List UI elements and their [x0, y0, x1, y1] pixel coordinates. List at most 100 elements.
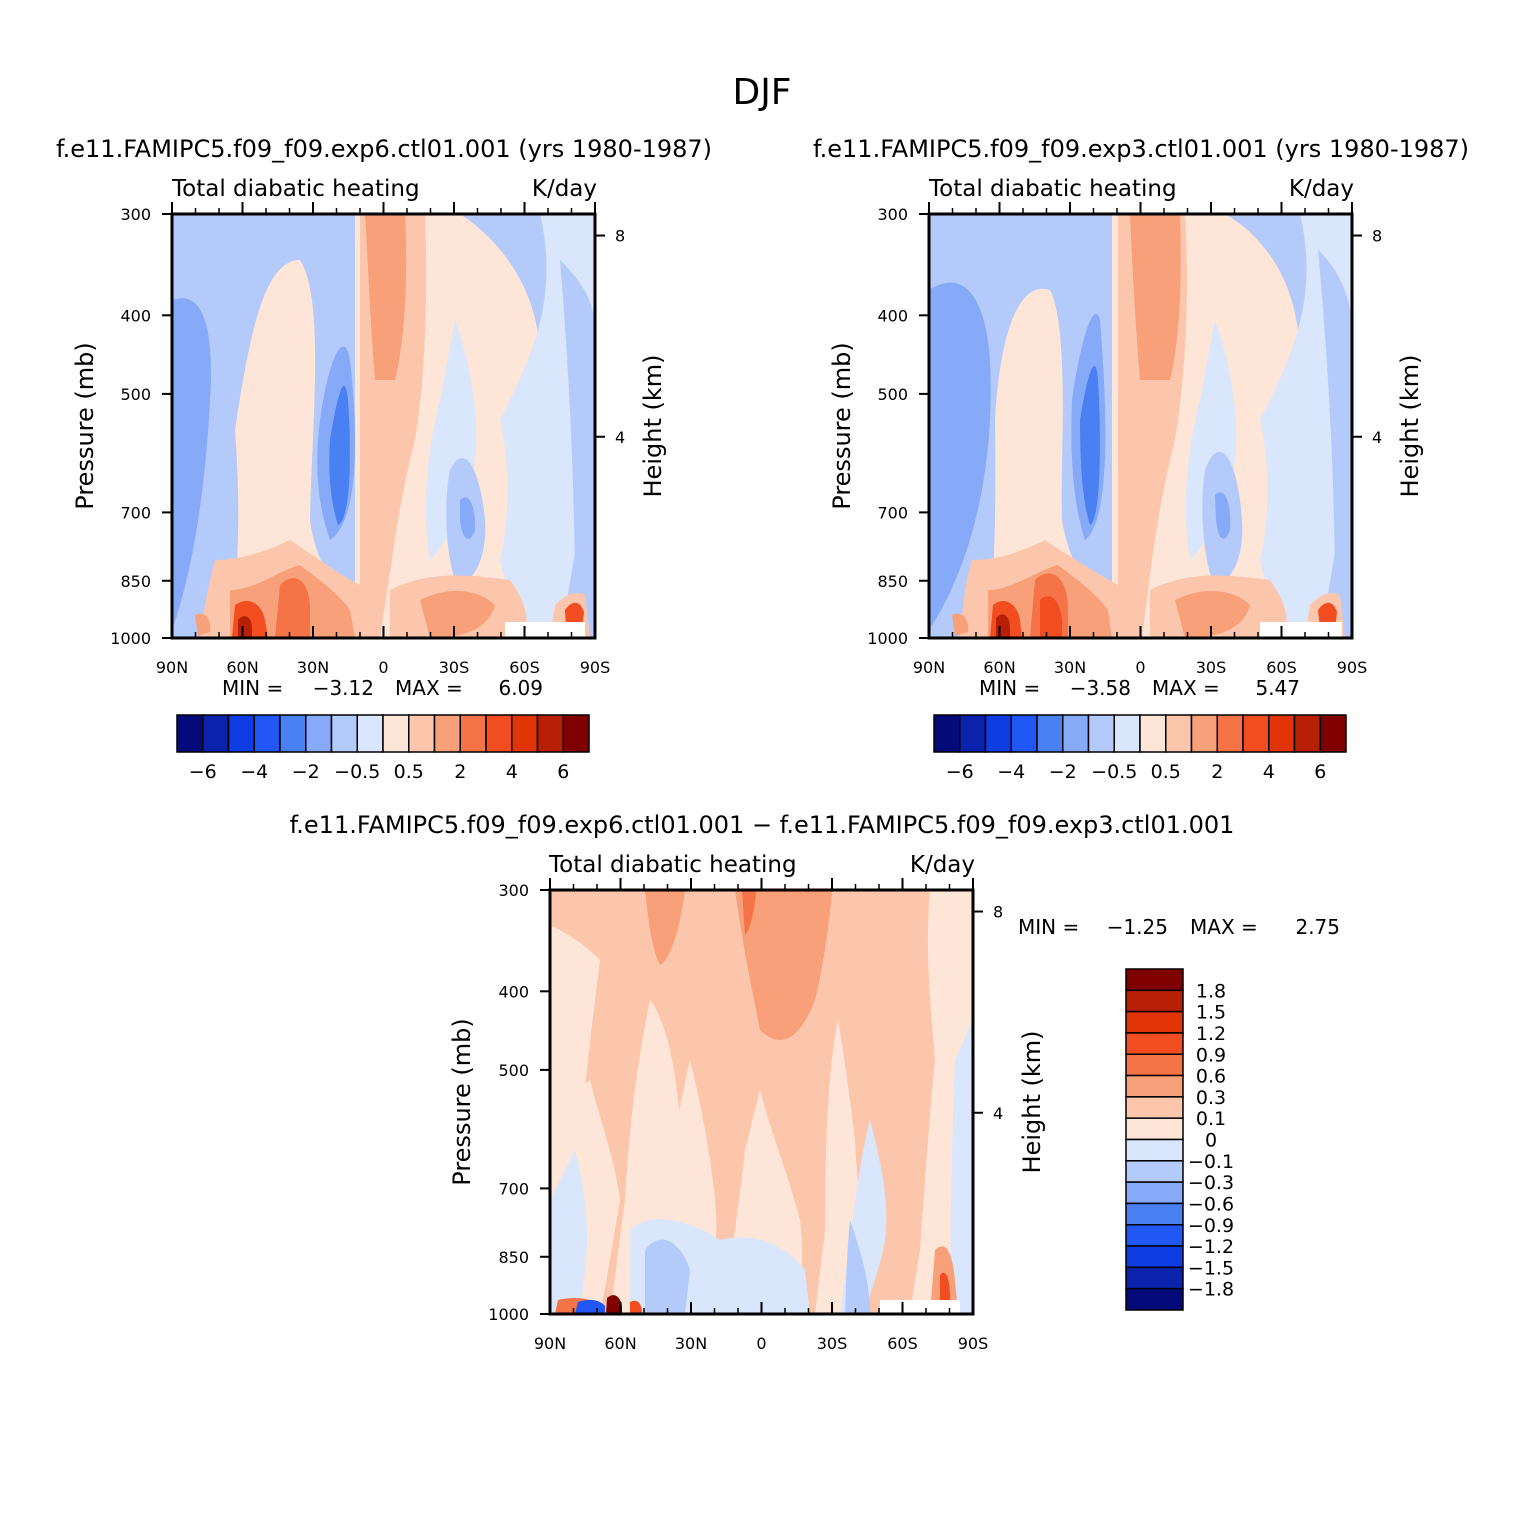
- panel-3: f.e11.FAMIPC5.f09_f09.exp6.ctl01.001 − f…: [290, 811, 1340, 1353]
- panel-3-colorbar-swatch: [1125, 1224, 1184, 1247]
- panel-1-ytick-label: 500: [120, 385, 151, 404]
- panel-3-colorbar-swatch: [1125, 1138, 1184, 1162]
- panel-2-xtick-label: 30N: [1054, 658, 1086, 677]
- panel-3-colorbar-swatch: [1125, 968, 1184, 992]
- panel-1-colorbar-swatch: [279, 714, 307, 753]
- panel-3-ytick-label: 400: [498, 982, 529, 1001]
- panel-2-ylabel: Pressure (mb): [828, 342, 856, 509]
- panel-2-ytick-label: 850: [877, 572, 908, 591]
- panel-3-colorbar-label: −1.2: [1188, 1236, 1234, 1258]
- panel-3-units-label: K/day: [910, 852, 975, 878]
- panel-1-colorbar-label: −2: [292, 761, 320, 783]
- panel-2-colorbar-swatch: [1113, 714, 1141, 753]
- panel-3-colorbar-swatch: [1125, 1074, 1184, 1098]
- panel-3-colorbar-swatch: [1125, 1010, 1184, 1034]
- panel-2-colorbar-label: 0.5: [1151, 761, 1181, 783]
- panel-3-colorbar-swatch: [1125, 989, 1184, 1013]
- panel-1-colorbar-swatch: [562, 714, 590, 753]
- panel-1-colorbar-label: 4: [506, 761, 518, 783]
- panel-3-variable-label: Total diabatic heating: [548, 852, 797, 878]
- panel-2-colorbar-swatch: [1319, 714, 1347, 753]
- panel-3-colorbar-label: −1.8: [1188, 1279, 1234, 1301]
- panel-3-colorbar-label: 0.1: [1196, 1108, 1226, 1130]
- panel-3-colorbar-label: 0: [1205, 1130, 1217, 1152]
- panel-3-colorbar-label: 1.2: [1196, 1023, 1226, 1045]
- panel-1-xtick-label: 0: [378, 658, 388, 677]
- panel-2-run-label: f.e11.FAMIPC5.f09_f09.exp3.ctl01.001 (yr…: [813, 135, 1469, 163]
- panel-1-min-value: −3.12: [313, 676, 374, 700]
- panel-2-xtick-label: 60S: [1266, 658, 1297, 677]
- panel-2-xtick-label: 90N: [913, 658, 945, 677]
- panel-1-xtick-label: 30S: [439, 658, 470, 677]
- panel-3-xtick-label: 90N: [534, 1334, 566, 1353]
- panel-1-xtick-label: 60N: [226, 658, 258, 677]
- panel-3-colorbar-label: −1.5: [1188, 1257, 1234, 1279]
- panel-3-colorbar-label: −0.6: [1188, 1193, 1234, 1215]
- panel-2-ytick-label: 300: [877, 205, 908, 224]
- panel-2-colorbar-swatch: [984, 714, 1012, 753]
- panel-3-xtick-label: 90S: [958, 1334, 989, 1353]
- panel-3-axes: 90N 60N 30N 0 30S 60S 90S 300 400 500 700 850 1000 8 4: [488, 878, 1003, 1353]
- panel-3-field: [550, 890, 973, 1314]
- panel-3-stats: MIN = −1.25 MAX = 2.75: [1018, 915, 1340, 939]
- panel-1-max-label: MAX =: [395, 676, 463, 700]
- panel-1-colorbar-swatch: [253, 714, 281, 753]
- panel-2-colorbar-swatch: [1165, 714, 1193, 753]
- panel-1-colorbar-swatch: [227, 714, 255, 753]
- panel-3-min-value: −1.25: [1107, 915, 1168, 939]
- panel-3-colorbar-swatch: [1125, 1287, 1184, 1311]
- panel-1-colorbar-label: 2: [454, 761, 466, 783]
- panel-2: f.e11.FAMIPC5.f09_f09.exp3.ctl01.001 (yr…: [813, 135, 1469, 783]
- panel-1-colorbar-label: −4: [240, 761, 268, 783]
- panel-2-min-value: −3.58: [1070, 676, 1131, 700]
- panel-2-colorbar-label: 6: [1314, 761, 1326, 783]
- panel-3-ytick-right-label: 8: [993, 903, 1003, 922]
- panel-1-ytick-right-label: 8: [615, 227, 625, 246]
- panel-2-colorbar-swatch: [1010, 714, 1038, 753]
- panel-1-ylabel-right: Height (km): [639, 355, 667, 498]
- panel-1-colorbar-label: −0.5: [334, 761, 380, 783]
- panel-2-ytick-label: 700: [877, 503, 908, 522]
- panel-2-xtick-label: 90S: [1337, 658, 1368, 677]
- panel-3-xtick-label: 30N: [675, 1334, 707, 1353]
- panel-3-xtick-label: 60S: [887, 1334, 918, 1353]
- panel-2-colorbar-swatch: [1087, 714, 1115, 753]
- panel-3-ytick-label: 500: [498, 1061, 529, 1080]
- panel-1-stats: MIN = −3.12 MAX = 6.09: [222, 676, 543, 700]
- panel-1-colorbar-swatch: [202, 714, 230, 753]
- panel-3-colorbar-label: 0.9: [1196, 1044, 1226, 1066]
- panel-2-variable-label: Total diabatic heating: [928, 176, 1177, 202]
- panel-2-ylabel-right: Height (km): [1396, 355, 1424, 498]
- panel-2-colorbar-swatch: [1139, 714, 1167, 753]
- panel-2-xtick-label: 30S: [1196, 658, 1227, 677]
- panel-2-colorbar: −6 −4 −2 −0.5 0.5 2 4 6: [933, 714, 1347, 783]
- panel-1-xtick-label: 90N: [156, 658, 188, 677]
- panel-1-variable-label: Total diabatic heating: [171, 176, 420, 202]
- panel-2-colorbar-label: −0.5: [1091, 761, 1137, 783]
- panel-3-colorbar-label: −0.9: [1188, 1215, 1234, 1237]
- panel-3-colorbar-swatch: [1125, 1096, 1184, 1119]
- panel-3-run-label: f.e11.FAMIPC5.f09_f09.exp6.ctl01.001 − f…: [290, 811, 1235, 839]
- panel-2-colorbar-swatch: [933, 714, 961, 753]
- panel-1-ytick-right-label: 4: [615, 428, 625, 447]
- panel-3-ytick-label: 300: [498, 881, 529, 900]
- panel-3-ytick-label: 1000: [488, 1305, 529, 1324]
- panel-2-colorbar-swatch: [1190, 714, 1218, 753]
- panel-1-ylabel: Pressure (mb): [71, 342, 99, 509]
- panel-1-ytick-label: 300: [120, 205, 151, 224]
- panel-1-colorbar-label: 6: [557, 761, 569, 783]
- panel-1-colorbar-swatch: [382, 714, 410, 753]
- panel-2-xtick-label: 60N: [983, 658, 1015, 677]
- panel-3-colorbar-label: 0.3: [1196, 1087, 1226, 1109]
- panel-1-min-label: MIN =: [222, 676, 283, 700]
- panel-3-colorbar-label: −0.1: [1188, 1151, 1234, 1173]
- panel-1-xtick-label: 60S: [509, 658, 540, 677]
- panel-3-xtick-label: 60N: [604, 1334, 636, 1353]
- panel-2-colorbar-swatch: [1216, 714, 1244, 753]
- panel-3-colorbar-label: 0.6: [1196, 1066, 1226, 1088]
- panel-2-colorbar-label: −4: [997, 761, 1025, 783]
- panel-1-colorbar-swatch: [485, 714, 513, 753]
- panel-3-colorbar-swatch: [1125, 1117, 1184, 1141]
- panel-2-ytick-label: 1000: [867, 629, 908, 648]
- panel-3-colorbar: 1.81.51.20.90.60.30.10−0.1−0.3−0.6−0.9−1…: [1125, 968, 1234, 1311]
